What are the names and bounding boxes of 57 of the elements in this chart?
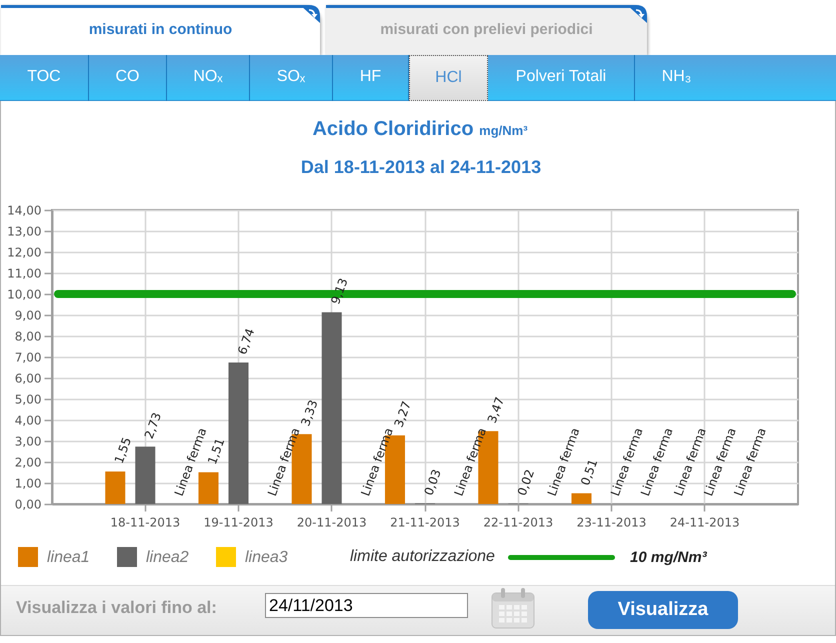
y-tick-label: 2,00 — [14, 456, 42, 470]
tab: TOC — [0, 55, 89, 101]
bar — [228, 362, 249, 504]
data-label: 2,73 — [142, 410, 164, 441]
x-tick-label: 23-11-2013 — [576, 516, 646, 530]
tab: NOₓ — [167, 55, 250, 101]
legend-label: linea2 — [146, 549, 189, 566]
y-tick-label: 4,00 — [14, 414, 42, 428]
y-tick-label: 1,00 — [14, 476, 42, 490]
y-tick-label: 9,00 — [14, 308, 42, 322]
x-tick-label: 21-11-2013 — [390, 516, 460, 530]
x-tick-label: 24-11-2013 — [670, 516, 740, 530]
tab: misurati in continuo — [1, 5, 320, 55]
data-label: 3,47 — [484, 395, 508, 426]
x-tick-label: 19-11-2013 — [204, 516, 274, 530]
data-label: 0,02 — [514, 468, 538, 498]
tab: misurati con prelievi periodici — [326, 5, 647, 55]
text: limite autorizzazione — [350, 548, 495, 566]
x-tick-label: 20-11-2013 — [296, 516, 367, 530]
y-tick-label: 12,00 — [7, 246, 42, 260]
y-tick-label: 3,00 — [14, 434, 42, 448]
y-tick-label: 13,00 — [7, 224, 42, 238]
text: Visualizza i valori fino al: — [16, 598, 217, 618]
y-tick-label: 10,00 — [7, 288, 42, 302]
text: Linea ferma — [452, 426, 490, 498]
y-tick-label: 0,00 — [14, 498, 42, 512]
tab: HCl — [409, 55, 488, 101]
button: Visualizza — [588, 591, 738, 629]
tab: SOₓ — [250, 55, 333, 101]
x-tick-label: 22-11-2013 — [483, 516, 554, 530]
tab: CO — [89, 55, 167, 101]
y-tick-label: 5,00 — [14, 392, 42, 406]
bar — [571, 493, 592, 504]
x-tick-label: 18-11-2013 — [110, 516, 180, 530]
y-tick-label: 11,00 — [7, 266, 42, 280]
date-field: 24/11/2013 — [265, 593, 468, 618]
bar — [198, 472, 218, 504]
y-tick-label: 7,00 — [14, 350, 42, 364]
chart-title: Acido Cloridirico mg/Nm³ — [311, 118, 529, 141]
data-label: 1,55 — [112, 435, 134, 466]
y-tick-label: 14,00 — [7, 204, 42, 218]
legend-label: linea1 — [47, 549, 90, 566]
text: Linea ferma — [265, 426, 303, 498]
y-tick-label: 8,00 — [14, 330, 42, 344]
bar — [322, 312, 342, 504]
tab: Polveri Totali — [488, 55, 635, 101]
data-label: 6,74 — [235, 326, 258, 356]
text: NH₃ — [660, 68, 692, 86]
data-label: 0,03 — [422, 467, 444, 498]
data-label: 3,33 — [298, 398, 321, 428]
bar — [105, 471, 126, 504]
data-label: 9,13 — [328, 276, 351, 306]
y-tick-label: 6,00 — [14, 372, 42, 386]
legend-label: linea3 — [245, 549, 288, 566]
text: 10 mg/Nm³ — [630, 549, 707, 566]
chart-subtitle: Dal 18-11-2013 al 24-11-2013 — [300, 157, 542, 178]
bar — [135, 446, 156, 504]
